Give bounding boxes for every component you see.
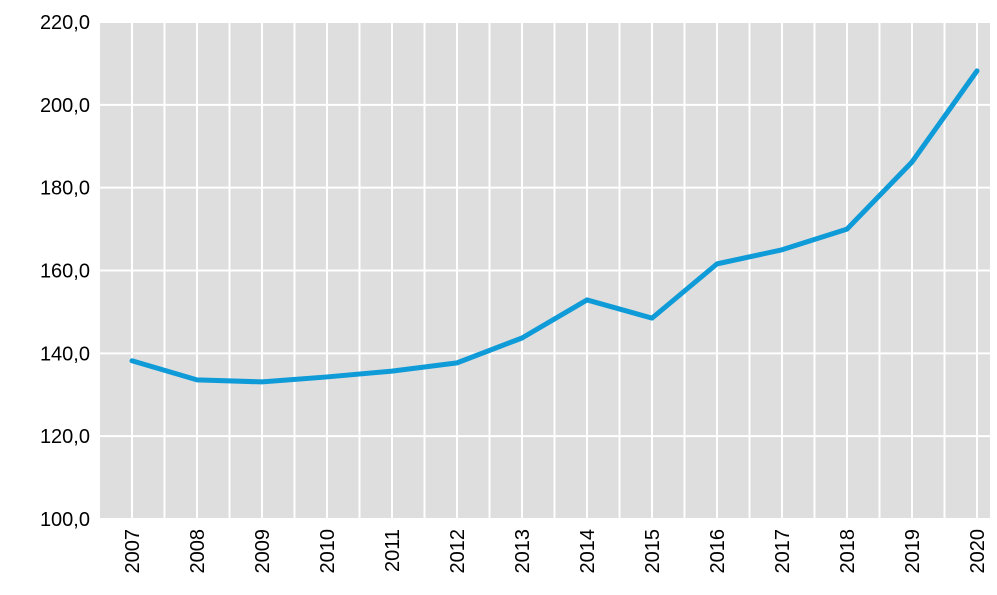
x-tick-label: 2010 bbox=[317, 529, 339, 574]
y-tick-label: 220,0 bbox=[40, 12, 90, 34]
x-tick-label: 2013 bbox=[512, 529, 534, 574]
x-tick-label: 2017 bbox=[772, 529, 794, 574]
x-tick-label: 2016 bbox=[707, 529, 729, 574]
y-tick-label: 160,0 bbox=[40, 261, 90, 283]
x-tick-label: 2019 bbox=[902, 529, 924, 574]
x-tick-label: 2011 bbox=[382, 529, 404, 572]
x-tick-label: 2008 bbox=[187, 529, 209, 574]
data-line bbox=[129, 68, 980, 385]
x-tick-label: 2014 bbox=[577, 529, 599, 574]
y-tick-label: 200,0 bbox=[40, 95, 90, 117]
y-tick-label: 180,0 bbox=[40, 178, 90, 200]
x-tick-label: 2020 bbox=[967, 529, 989, 574]
x-tick-label: 2012 bbox=[447, 529, 469, 574]
x-tick-label: 2018 bbox=[837, 529, 859, 574]
x-tick-label: 2009 bbox=[252, 529, 274, 574]
x-tick-label: 2015 bbox=[642, 529, 664, 574]
y-tick-label: 100,0 bbox=[40, 509, 90, 531]
x-tick-label: 2007 bbox=[122, 529, 144, 574]
y-tick-label: 140,0 bbox=[40, 343, 90, 365]
y-tick-label: 120,0 bbox=[40, 426, 90, 448]
